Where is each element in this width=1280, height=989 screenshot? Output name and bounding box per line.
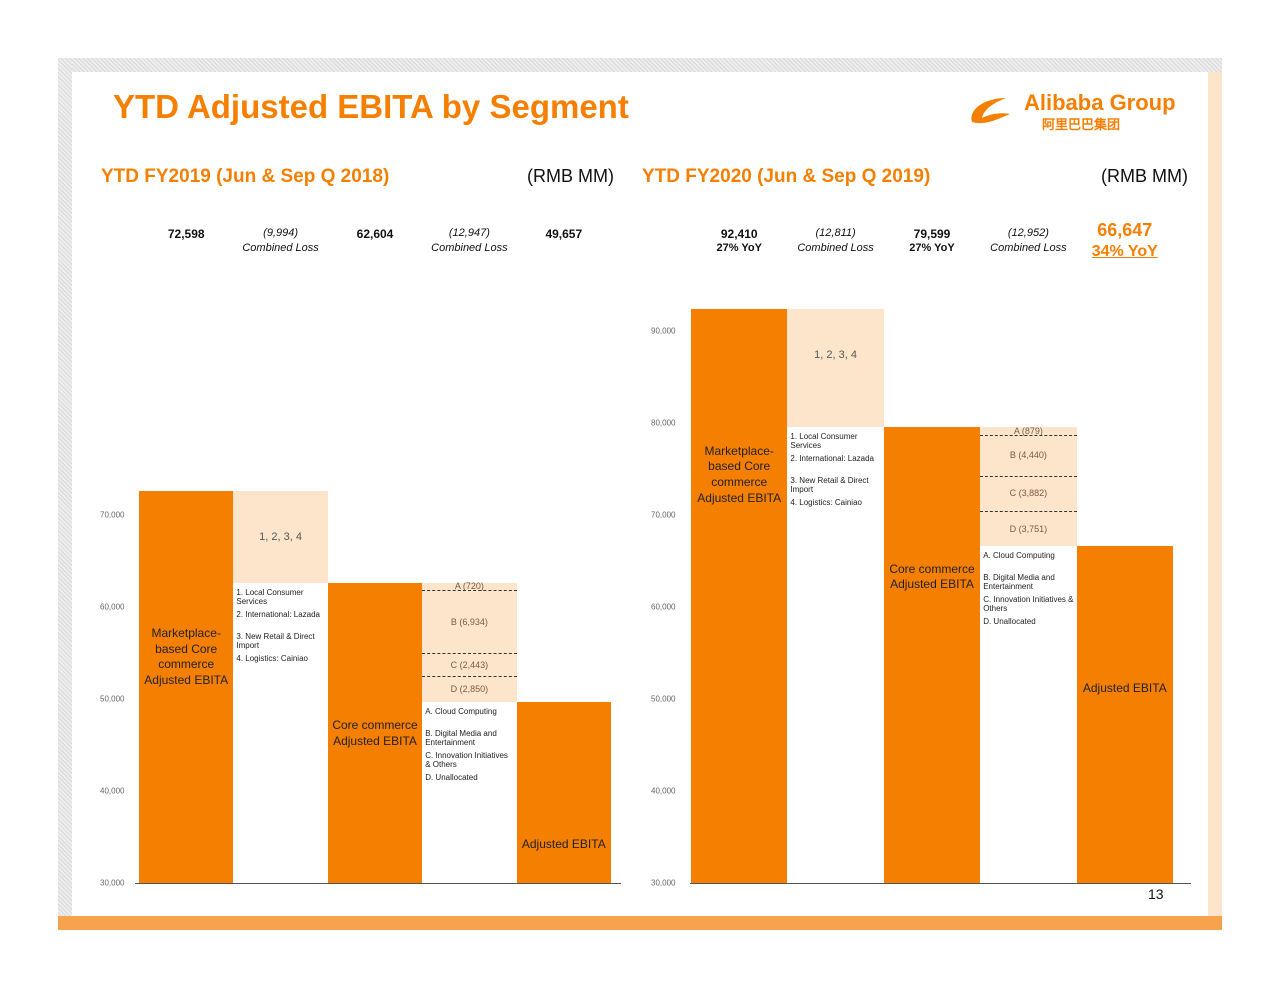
annotation: 27% YoY: [909, 242, 955, 254]
step-bar: [980, 426, 1077, 546]
slide-title: YTD Adjusted EBITA by Segment: [113, 88, 629, 125]
segment-label: B (6,934): [450, 616, 488, 627]
note: 4. Logistics: Cainiao: [236, 654, 308, 664]
logo-chinese: 阿里巴巴集团: [1042, 117, 1121, 132]
note: 2. International: Lazada: [790, 453, 875, 463]
total-bar: [691, 308, 788, 883]
segment-label: D (2,850): [450, 684, 489, 695]
note: D. Unallocated: [983, 616, 1036, 626]
value-label: 79,599: [913, 227, 951, 241]
chart-title: YTD FY2020 (Jun & Sep Q 2019): [642, 166, 931, 187]
value-label: 92,410: [720, 227, 758, 241]
annotation: Combined Loss: [431, 242, 508, 254]
annotation: Combined Loss: [990, 242, 1067, 254]
segment: [422, 589, 517, 654]
left-border: [58, 58, 72, 930]
bar-label: Adjusted EBITA: [1082, 680, 1167, 695]
segment-label: D (3,751): [1009, 523, 1048, 534]
note: B. Digital Media and Entertainment: [425, 729, 497, 748]
value-label: 62,604: [356, 227, 394, 241]
bar-label: Adjusted EBITA: [521, 837, 606, 852]
y-tick-label: 40,000: [651, 786, 676, 796]
segment-label: B (4,440): [1009, 450, 1047, 461]
page-number: 13: [1148, 886, 1164, 902]
total-bar: [516, 702, 611, 883]
unit-label: (RMB MM): [1101, 166, 1188, 186]
note: 4. Logistics: Cainiao: [790, 497, 862, 507]
y-tick-label: 30,000: [100, 878, 125, 888]
note: 2. International: Lazada: [236, 610, 321, 620]
value-label: (12,811): [815, 227, 856, 239]
segment-label: C (3,882): [1009, 488, 1048, 499]
note: 3. New Retail & Direct Import: [790, 475, 869, 494]
segment: [422, 653, 517, 675]
step-label: 1, 2, 3, 4: [259, 531, 302, 544]
logo-mark: [971, 98, 1010, 124]
value-label: (12,952): [1007, 227, 1049, 239]
axis-baseline: [690, 883, 1191, 884]
value-label: (12,947): [448, 227, 490, 239]
y-tick-label: 30,000: [651, 878, 676, 888]
total-bar: [139, 491, 234, 883]
step-bar: [422, 583, 517, 703]
y-tick-label: 70,000: [651, 510, 676, 520]
segment-label: A (879): [1013, 425, 1043, 436]
segment-label: C (2,443): [450, 659, 489, 670]
note: 3. New Retail & Direct Import: [236, 632, 315, 651]
annotation: 27% YoY: [716, 242, 762, 254]
top-border: [58, 58, 1222, 72]
note: 1. Local Consumer Services: [790, 431, 858, 450]
segment: [422, 675, 517, 702]
value-label: (9,994): [263, 227, 299, 239]
right-border: [1208, 72, 1222, 916]
bottom-border: [58, 916, 1222, 930]
y-tick-label: 50,000: [100, 694, 125, 704]
unit-label: (RMB MM): [527, 166, 614, 186]
note: B. Digital Media and Entertainment: [983, 572, 1055, 592]
axis-baseline: [135, 883, 621, 884]
note: C. Innovation Initiatives & Others: [983, 594, 1074, 614]
value-label: 49,657: [545, 227, 583, 241]
annotation: Combined Loss: [242, 242, 319, 254]
y-tick-label: 80,000: [651, 418, 676, 428]
segment: [980, 475, 1077, 512]
total-bar: [1076, 545, 1173, 883]
y-tick-label: 60,000: [651, 602, 676, 612]
y-tick-label: 50,000: [651, 694, 676, 704]
y-tick-label: 70,000: [100, 510, 125, 520]
note: 1. Local Consumer Services: [236, 588, 304, 607]
value-label: 66,647: [1097, 220, 1153, 240]
value-label: 72,598: [167, 227, 205, 241]
step-label: 1, 2, 3, 4: [814, 348, 857, 361]
step-bar: [233, 491, 328, 584]
segment: [980, 511, 1077, 546]
note: D. Unallocated: [425, 773, 478, 783]
note: A. Cloud Computing: [983, 550, 1055, 560]
bar-label: Core commerce Adjusted EBITA: [332, 718, 418, 748]
segment: [980, 434, 1077, 476]
total-bar: [883, 426, 981, 883]
chart-title: YTD FY2019 (Jun & Sep Q 2018): [101, 166, 390, 187]
logo-text: Alibaba Group: [1024, 90, 1176, 115]
segment-label: A (720): [454, 581, 484, 592]
y-tick-label: 90,000: [651, 326, 676, 336]
step-bar: [787, 308, 884, 427]
annotation: Combined Loss: [797, 242, 874, 254]
bar-label: Marketplace-based Core commerce Adjusted…: [697, 443, 782, 505]
bar-label: Core commerce Adjusted EBITA: [889, 561, 975, 592]
note: C. Innovation Initiatives & Others: [425, 751, 508, 770]
bar-label: Marketplace-based Core commerce Adjusted…: [144, 626, 229, 687]
note: A. Cloud Computing: [425, 707, 497, 717]
y-tick-label: 40,000: [100, 786, 125, 796]
y-tick-label: 60,000: [100, 602, 125, 612]
total-bar: [327, 583, 423, 883]
annotation: 34% YoY: [1091, 243, 1158, 260]
